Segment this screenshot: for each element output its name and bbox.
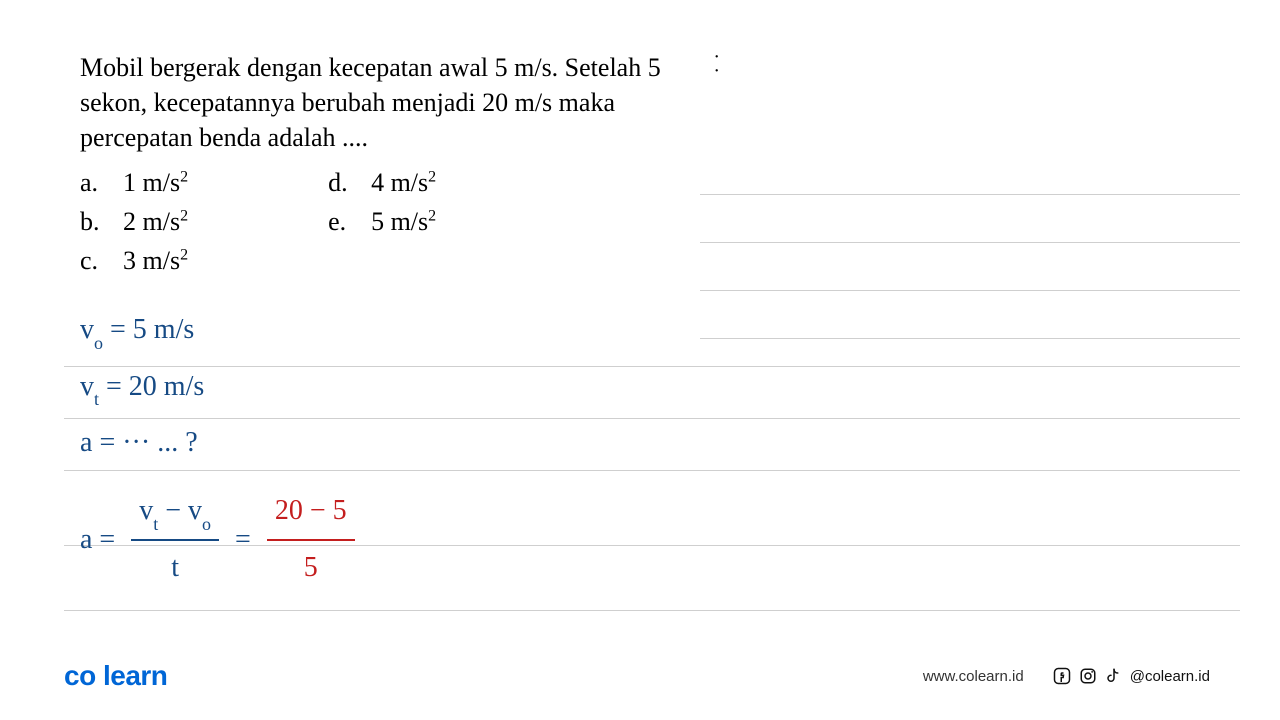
options-right: d. 4 m/s2 e. 5 m/s2 <box>328 163 436 280</box>
option-d: d. 4 m/s2 <box>328 163 436 202</box>
tiktok-icon <box>1104 666 1124 686</box>
logo-dot <box>96 660 103 691</box>
option-value: 2 m/s2 <box>123 202 188 241</box>
option-a: a. 1 m/s2 <box>80 163 188 202</box>
footer: co learn www.colearn.id @colearn.id <box>0 660 1280 692</box>
main-content: Mobil bergerak dengan kecepatan awal 5 m… <box>0 0 1280 593</box>
solution-line-3: a = ··· ... ? <box>80 418 1200 468</box>
option-value: 4 m/s2 <box>371 163 436 202</box>
logo: co learn <box>64 660 167 692</box>
option-c: c. 3 m/s2 <box>80 241 188 280</box>
option-value: 5 m/s2 <box>371 202 436 241</box>
options-left: a. 1 m/s2 b. 2 m/s2 c. 3 m/s2 <box>80 163 188 280</box>
options-container: a. 1 m/s2 b. 2 m/s2 c. 3 m/s2 d. 4 m/s2 … <box>80 163 1200 280</box>
formula-frac-2: 20 − 5 5 <box>267 486 355 593</box>
option-value: 3 m/s2 <box>123 241 188 280</box>
option-value: 1 m/s2 <box>123 163 188 202</box>
solution-line-1: vo = 5 m/s <box>80 305 1200 355</box>
footer-right: www.colearn.id @colearn.id <box>923 666 1210 686</box>
facebook-icon <box>1052 666 1072 686</box>
instagram-icon <box>1078 666 1098 686</box>
website-url: www.colearn.id <box>923 668 1024 685</box>
question-text: Mobil bergerak dengan kecepatan awal 5 m… <box>80 50 720 155</box>
formula-lhs: a = <box>80 515 115 565</box>
formula-row: a = vt − vo t = 20 − 5 5 <box>80 486 1200 593</box>
option-e: e. 5 m/s2 <box>328 202 436 241</box>
solution-line-2: vt = 20 m/s <box>80 362 1200 412</box>
social-icons: @colearn.id <box>1052 666 1210 686</box>
solution-box: vo = 5 m/s vt = 20 m/s a = ··· ... ? a =… <box>80 305 1200 593</box>
formula-frac-1: vt − vo t <box>131 486 219 593</box>
option-b: b. 2 m/s2 <box>80 202 188 241</box>
social-handle: @colearn.id <box>1130 668 1210 685</box>
